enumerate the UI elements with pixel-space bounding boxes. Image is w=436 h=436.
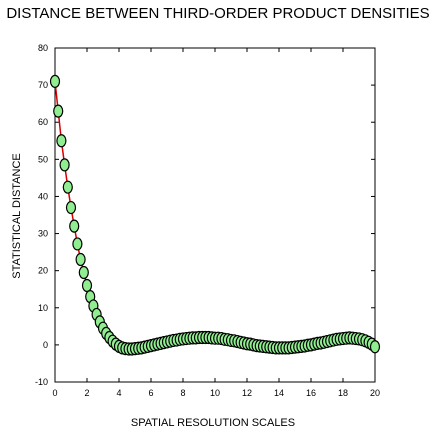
x-tick-label: 20 xyxy=(370,388,380,398)
x-tick-label: 0 xyxy=(52,388,57,398)
y-tick-label: 80 xyxy=(38,43,48,53)
x-tick-label: 10 xyxy=(210,388,220,398)
y-tick-label: 60 xyxy=(38,117,48,127)
data-point xyxy=(56,134,67,148)
y-tick-label: 50 xyxy=(38,154,48,164)
axis-ticks xyxy=(54,47,376,383)
tick-labels: 0 2 4 6 8 10 12 14 16 18 20 -10 0 10 20 30 40 50 60 70 80 xyxy=(35,43,380,398)
x-tick-label: 6 xyxy=(148,388,153,398)
data-point xyxy=(78,265,89,280)
data-point xyxy=(53,104,64,118)
x-tick-label: 2 xyxy=(84,388,89,398)
x-tick-label: 14 xyxy=(274,388,284,398)
y-tick-label: 40 xyxy=(38,191,48,201)
series-layer xyxy=(49,74,381,356)
chart-title: DISTANCE BETWEEN THIRD-ORDER PRODUCT DEN… xyxy=(6,5,429,22)
data-point xyxy=(69,219,80,233)
data-point xyxy=(59,158,70,172)
data-point xyxy=(369,340,381,354)
y-axis-label: STATISTICAL DISTANCE xyxy=(11,153,23,279)
y-tick-label: -10 xyxy=(35,377,48,387)
x-tick-label: 12 xyxy=(242,388,252,398)
data-point xyxy=(72,237,83,251)
y-tick-label: 20 xyxy=(38,266,48,276)
y-tick-label: 10 xyxy=(38,303,48,313)
x-tick-label: 16 xyxy=(306,388,316,398)
data-point xyxy=(65,200,77,215)
x-tick-label: 18 xyxy=(338,388,348,398)
y-tick-label: 70 xyxy=(38,80,48,90)
y-tick-label: 0 xyxy=(43,340,48,350)
x-tick-label: 8 xyxy=(180,388,185,398)
data-point xyxy=(81,278,93,293)
y-tick-label: 30 xyxy=(38,229,48,239)
data-point xyxy=(49,74,61,89)
series-line xyxy=(54,81,376,350)
x-tick-label: 4 xyxy=(116,388,121,398)
x-axis-label: SPATIAL RESOLUTION SCALES xyxy=(131,417,295,429)
data-point xyxy=(75,252,86,267)
data-point xyxy=(62,180,73,194)
